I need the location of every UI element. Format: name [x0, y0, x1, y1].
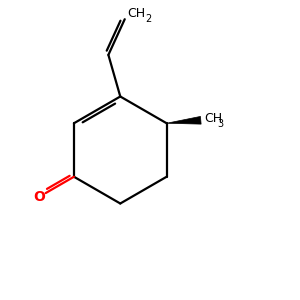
Text: O: O [33, 190, 45, 204]
Text: CH: CH [204, 112, 223, 125]
Polygon shape [167, 116, 201, 124]
Text: 3: 3 [217, 119, 223, 129]
Text: CH: CH [127, 7, 145, 20]
Text: 2: 2 [145, 14, 151, 24]
